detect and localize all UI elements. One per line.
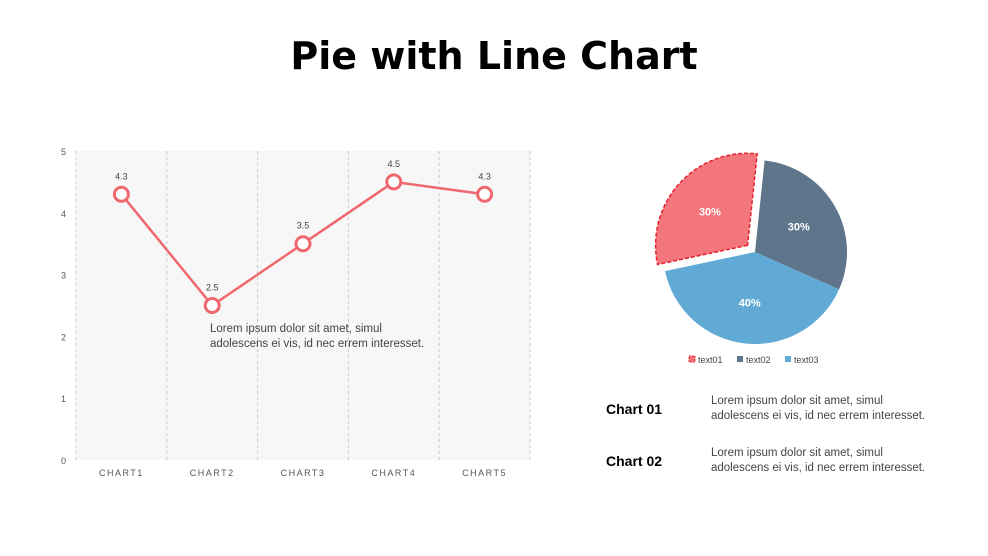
- legend-label: text02: [746, 355, 771, 365]
- note-label-2: Chart 02: [606, 453, 663, 469]
- pie-slice-text03: [665, 252, 840, 344]
- pie-label: 30%: [699, 206, 721, 218]
- x-tick-label: CHART3: [281, 468, 326, 478]
- line-chart-annotation: Lorem ipsum dolor sit amet, simul adoles…: [210, 323, 425, 350]
- x-tick-label: CHART4: [371, 468, 416, 478]
- note-text-2: Lorem ipsum dolor sit amet, simul adoles…: [711, 447, 926, 474]
- page-title: Pie with Line Chart: [290, 34, 698, 78]
- data-label: 3.5: [297, 221, 310, 231]
- note-text-1: Lorem ipsum dolor sit amet, simul adoles…: [711, 395, 926, 422]
- x-tick-label: CHART2: [190, 468, 235, 478]
- legend-swatch: [688, 355, 696, 363]
- x-tick-label: CHART5: [462, 468, 507, 478]
- pie-label: 40%: [739, 297, 761, 309]
- y-tick-label: 3: [61, 271, 66, 281]
- legend-swatch: [785, 356, 791, 362]
- pie-label: 30%: [788, 222, 810, 234]
- data-label: 4.5: [388, 159, 401, 169]
- data-label: 4.3: [115, 171, 128, 181]
- x-tick-label: CHART1: [99, 468, 144, 478]
- legend-label: text01: [698, 355, 723, 365]
- y-tick-label: 0: [61, 456, 66, 466]
- data-point: [476, 185, 494, 203]
- plot-area: [76, 151, 530, 460]
- data-point: [294, 235, 312, 253]
- legend-label: text03: [794, 355, 819, 365]
- y-tick-label: 1: [61, 394, 66, 404]
- data-point: [385, 173, 403, 191]
- y-tick-label: 2: [61, 332, 66, 342]
- data-label: 2.5: [206, 283, 219, 293]
- legend-swatch: [737, 356, 743, 362]
- y-tick-label: 5: [61, 147, 66, 157]
- note-label-1: Chart 01: [606, 401, 663, 417]
- y-tick-label: 4: [61, 209, 66, 219]
- data-label: 4.3: [478, 171, 491, 181]
- data-point: [203, 297, 221, 314]
- pie-slice-text01: [654, 152, 759, 266]
- pie-slice-text02: [755, 160, 847, 290]
- data-point: [112, 185, 130, 203]
